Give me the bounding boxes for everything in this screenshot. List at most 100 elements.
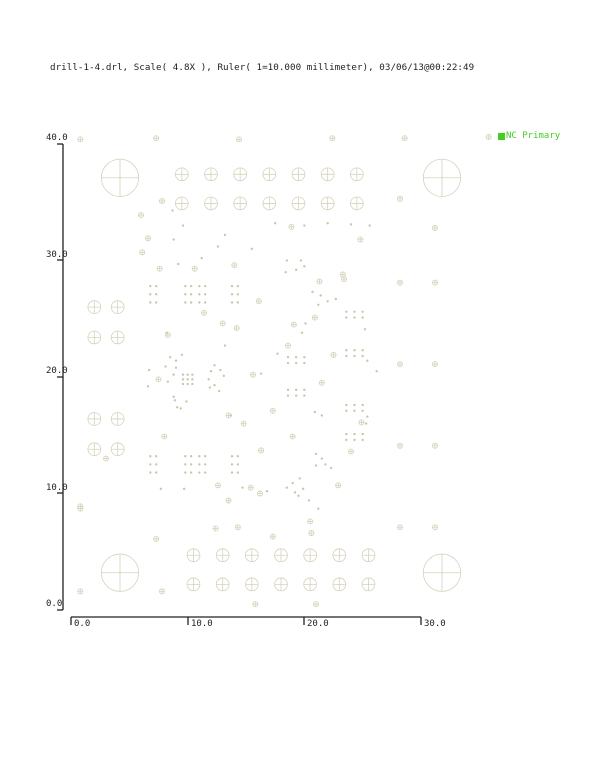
- mounting-hole-hole: [100, 158, 140, 197]
- via-hole: [348, 448, 354, 455]
- small-hole-hole: [213, 383, 216, 387]
- small-hole-hole: [303, 361, 306, 365]
- small-hole-hole: [236, 301, 239, 304]
- via-hole: [397, 361, 403, 368]
- via-hole: [240, 420, 247, 427]
- via-hole: [225, 497, 232, 504]
- small-hole-hole: [334, 297, 338, 301]
- small-hole-hole: [286, 394, 290, 397]
- small-hole-hole: [295, 356, 298, 359]
- small-hole-hole: [166, 380, 169, 383]
- small-hole-hole: [181, 373, 185, 376]
- mounting-hole-hole: [422, 553, 462, 592]
- small-hole-hole: [149, 284, 152, 288]
- small-hole-hole: [204, 301, 207, 304]
- small-hole-hole: [326, 300, 329, 303]
- small-hole-hole: [368, 224, 371, 227]
- x-tick-label: 0.0: [74, 619, 90, 629]
- via-hole: [212, 525, 219, 532]
- small-hole-hole: [345, 310, 348, 313]
- small-hole-hole: [198, 455, 201, 458]
- via-hole: [288, 223, 295, 230]
- via-hole: [139, 249, 146, 256]
- small-hole-hole: [155, 301, 158, 304]
- via-hole: [285, 342, 291, 349]
- small-hole-hole: [184, 284, 187, 288]
- large-pad-hole: [361, 548, 376, 563]
- via-hole: [164, 332, 171, 339]
- small-hole-hole: [149, 463, 152, 466]
- via-hole: [233, 325, 240, 332]
- small-hole-hole: [204, 463, 207, 466]
- small-hole-hole: [191, 382, 194, 386]
- small-hole-hole: [191, 378, 194, 381]
- via-hole: [358, 419, 365, 426]
- via-hole: [335, 482, 342, 489]
- y-tick-label: 40.0: [46, 133, 68, 143]
- large-pad-hole: [87, 300, 102, 314]
- small-hole-hole: [314, 452, 318, 456]
- large-pad-hole: [110, 300, 125, 314]
- ruler-axes: 40.0 30.0 20.0 10.0 0.0 0.0 10.0 20.0 30…: [46, 133, 446, 629]
- large-pad-hole: [262, 196, 277, 211]
- small-hole-hole: [361, 403, 364, 407]
- via-hole: [234, 524, 241, 531]
- small-hole-hole: [184, 293, 187, 296]
- small-hole-hole: [366, 359, 369, 362]
- small-hole-hole: [285, 259, 289, 262]
- small-hole-hole: [198, 471, 201, 474]
- small-hole-hole: [190, 293, 193, 296]
- via-hole: [341, 276, 347, 283]
- via-hole: [311, 314, 318, 321]
- via-hole: [432, 442, 438, 449]
- large-pad-hole: [291, 196, 306, 211]
- large-pad-hole: [245, 577, 259, 592]
- large-pad-hole: [186, 548, 201, 563]
- small-hole-hole: [181, 224, 185, 227]
- large-pad-hole: [186, 577, 201, 592]
- small-hole-hole: [345, 316, 348, 319]
- small-hole-hole: [295, 394, 298, 397]
- small-hole-hole: [353, 349, 356, 352]
- via-hole: [255, 298, 262, 305]
- small-hole-hole: [208, 386, 211, 389]
- small-hole-hole: [250, 247, 253, 251]
- large-pad-hole: [215, 548, 230, 563]
- small-hole-hole: [155, 463, 158, 466]
- small-hole-hole: [241, 486, 244, 489]
- via-hole: [397, 195, 403, 202]
- small-hole-hole: [295, 388, 298, 391]
- via-hole: [257, 490, 263, 497]
- small-hole-hole: [165, 331, 168, 334]
- small-hole-hole: [285, 486, 289, 489]
- small-hole-hole: [223, 344, 227, 347]
- small-hole-hole: [184, 471, 187, 474]
- small-hole-hole: [204, 471, 207, 474]
- small-hole-hole: [330, 466, 333, 470]
- small-hole-hole: [295, 268, 298, 271]
- small-hole-hole: [299, 259, 303, 262]
- via-hole: [329, 135, 336, 142]
- small-hole-hole: [219, 368, 222, 372]
- via-hole: [432, 224, 438, 231]
- via-hole: [219, 320, 226, 327]
- small-hole-hole: [366, 415, 369, 418]
- small-hole-hole: [345, 349, 348, 352]
- small-hole-hole: [230, 284, 234, 288]
- mounting-hole-hole: [422, 158, 462, 197]
- via-hole: [77, 503, 84, 510]
- via-hole: [308, 530, 315, 537]
- large-pad-hole: [350, 167, 364, 182]
- small-hole-hole: [236, 463, 239, 466]
- small-hole-hole: [307, 499, 311, 502]
- small-hole-hole: [326, 222, 329, 225]
- small-hole-hole: [184, 463, 187, 466]
- legend-entry[interactable]: NC Primary: [498, 131, 560, 141]
- small-hole-hole: [236, 284, 239, 288]
- via-hole: [138, 212, 144, 219]
- small-hole-hole: [190, 471, 193, 474]
- small-hole-hole: [164, 365, 167, 368]
- small-hole-hole: [265, 490, 269, 493]
- large-pad-hole: [175, 167, 189, 182]
- small-hole-hole: [311, 290, 314, 294]
